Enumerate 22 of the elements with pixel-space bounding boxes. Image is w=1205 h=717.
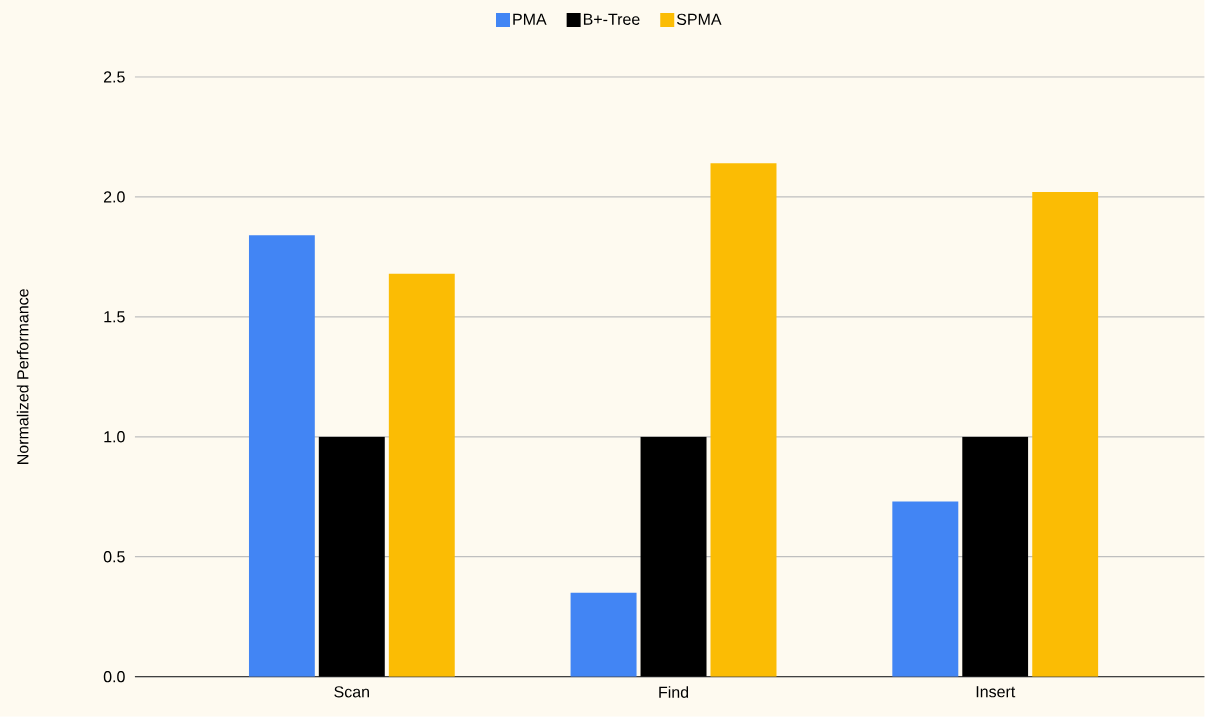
y-tick-label: 1.5	[104, 311, 125, 323]
y-tick-label: 0.0	[103, 671, 125, 683]
legend-label: SPMA	[676, 13, 722, 26]
x-tick-label: Insert	[976, 686, 1016, 698]
y-tick-label: 2.0	[103, 191, 125, 203]
bar	[1032, 192, 1099, 677]
bar	[248, 235, 315, 677]
x-tick-label: Scan	[334, 686, 369, 698]
legend-label: PMA	[513, 13, 547, 25]
bar	[892, 501, 959, 677]
bar	[318, 436, 385, 677]
bar	[710, 163, 777, 677]
y-tick-label: 2.5	[103, 71, 125, 83]
y-tick-label: 1.0	[104, 431, 125, 443]
y-tick-label: 0.5	[103, 551, 125, 563]
y-axis-title: Normalized Performance	[16, 289, 29, 465]
legend-label: B+-Tree	[583, 13, 640, 26]
bar	[570, 592, 637, 677]
bar	[640, 436, 707, 677]
x-tick-label: Find	[659, 686, 689, 699]
bar	[962, 436, 1029, 677]
bar	[388, 273, 455, 677]
